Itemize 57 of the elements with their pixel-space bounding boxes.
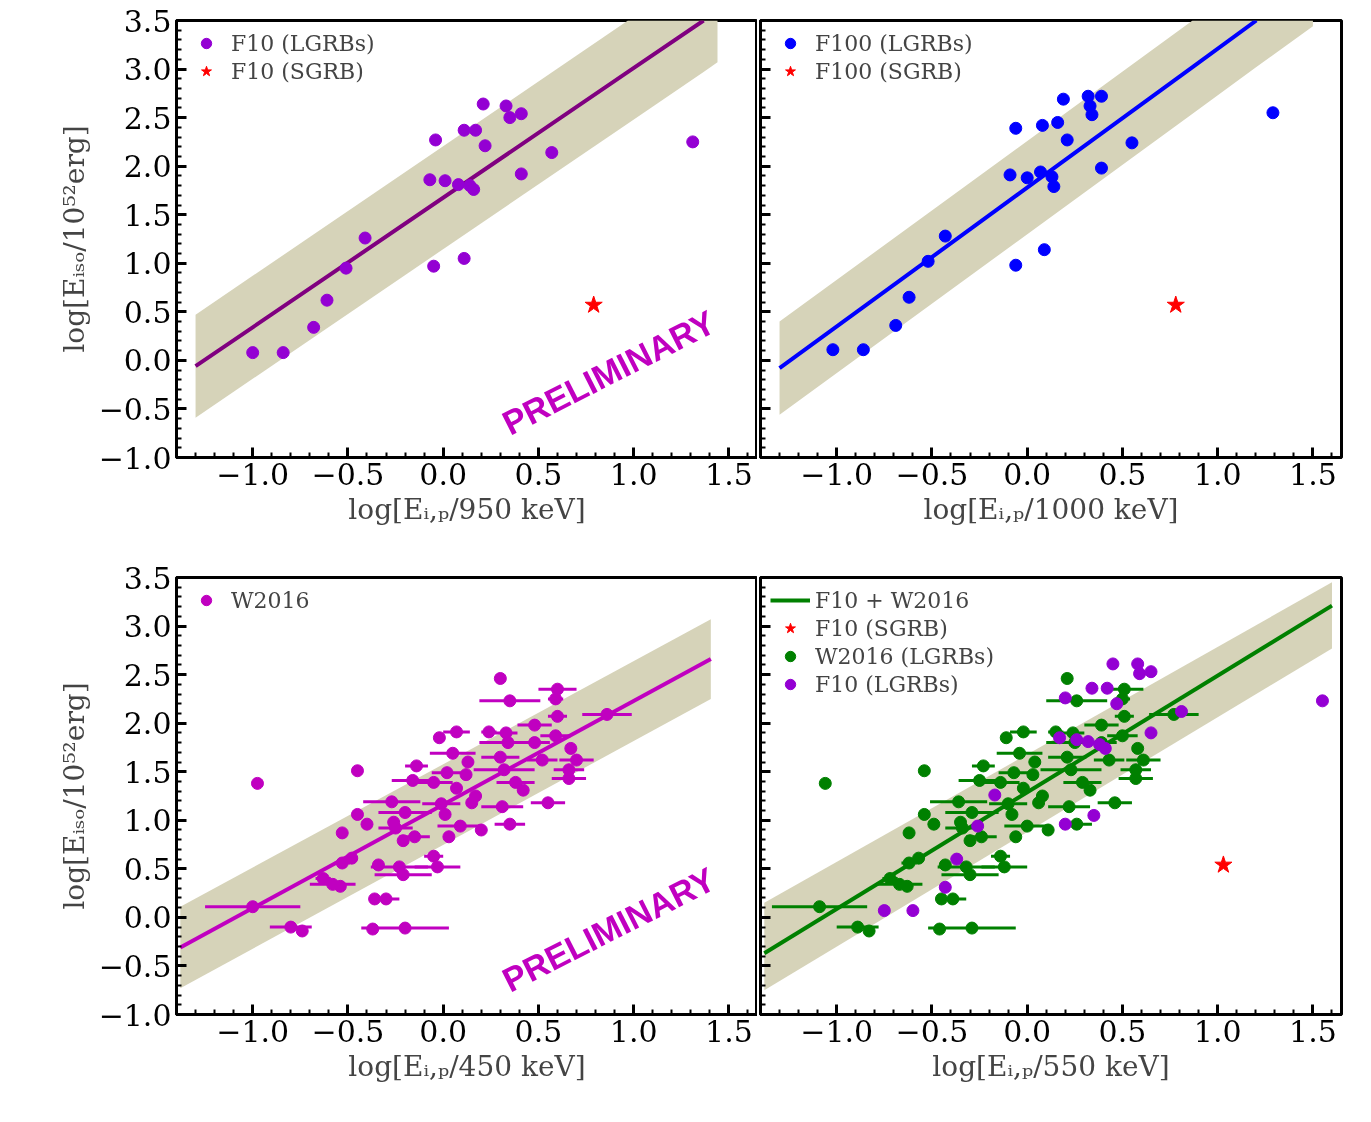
- y-tick-label: −0.5: [98, 391, 172, 427]
- x-tick-label: 0.0: [419, 456, 468, 492]
- y-tick-label: 1.0: [123, 246, 172, 282]
- y-tick-label: 2.5: [123, 100, 172, 136]
- x-tick-label: 1.0: [1193, 1013, 1242, 1049]
- y-axis-title: log[Eᵢₛₒ/10⁵²erg]: [57, 125, 91, 353]
- x-tick-label: 1.5: [1289, 1013, 1337, 1049]
- y-tick-label: 3.0: [123, 52, 172, 88]
- x-tick-label: 1.5: [1289, 456, 1337, 492]
- y-tick-label: 1.5: [123, 754, 172, 790]
- x-tick-label: 0.5: [1098, 1013, 1147, 1049]
- y-tick-label: 2.5: [123, 657, 172, 693]
- y-axis-title: log[Eᵢₛₒ/10⁵²erg]: [57, 682, 91, 910]
- x-tick-label: −0.5: [895, 1013, 969, 1049]
- y-tick-label: 2.0: [123, 149, 172, 185]
- legend-label: W2016: [231, 587, 310, 613]
- x-tick-label: 0.0: [1003, 456, 1052, 492]
- x-tick-label: −0.5: [895, 456, 969, 492]
- x-tick-label: −1.0: [216, 456, 290, 492]
- y-tick-label: −0.5: [98, 948, 172, 984]
- legend-label: F100 (SGRB): [815, 58, 962, 84]
- legend-label: W2016 (LGRBs): [815, 643, 994, 669]
- x-axis-title: log[Eᵢ,ₚ/550 keV]: [932, 1049, 1170, 1083]
- legend-label: F100 (LGRBs): [815, 30, 973, 56]
- y-tick-label: 1.5: [123, 197, 172, 233]
- x-tick-label: 0.5: [1098, 456, 1147, 492]
- y-tick-label: 0.5: [123, 851, 172, 887]
- y-tick-label: 3.0: [123, 609, 172, 645]
- y-tick-label: 0.0: [123, 343, 172, 379]
- x-axis-title: log[Eᵢ,ₚ/950 keV]: [348, 492, 586, 526]
- x-tick-label: 1.0: [609, 1013, 658, 1049]
- x-tick-label: −0.5: [311, 1013, 385, 1049]
- x-axis-title: log[Eᵢ,ₚ/1000 keV]: [923, 492, 1179, 526]
- legend-label: F10 (SGRB): [231, 58, 364, 84]
- x-tick-label: 1.5: [705, 1013, 753, 1049]
- y-tick-label: 0.0: [123, 900, 172, 936]
- x-tick-label: −1.0: [800, 456, 874, 492]
- x-tick-label: 1.0: [609, 456, 658, 492]
- x-tick-label: 0.5: [514, 1013, 563, 1049]
- x-tick-label: −1.0: [800, 1013, 874, 1049]
- x-tick-label: 0.0: [419, 1013, 468, 1049]
- x-tick-label: −0.5: [311, 456, 385, 492]
- x-tick-label: 0.5: [514, 456, 563, 492]
- legend-label: F10 (LGRBs): [815, 671, 959, 697]
- legend-label: F10 (LGRBs): [231, 30, 375, 56]
- x-tick-label: 1.5: [705, 456, 753, 492]
- x-tick-label: 1.0: [1193, 456, 1242, 492]
- y-tick-label: 1.0: [123, 803, 172, 839]
- legend-label: F10 (SGRB): [815, 615, 948, 641]
- y-tick-label: 0.5: [123, 294, 172, 330]
- x-tick-label: −1.0: [216, 1013, 290, 1049]
- legend-label: F10 + W2016: [815, 587, 970, 613]
- x-tick-label: 0.0: [1003, 1013, 1052, 1049]
- x-axis-title: log[Eᵢ,ₚ/450 keV]: [348, 1049, 586, 1083]
- y-tick-label: 3.5: [123, 3, 172, 39]
- y-tick-label: 2.0: [123, 706, 172, 742]
- y-tick-label: 3.5: [123, 560, 172, 596]
